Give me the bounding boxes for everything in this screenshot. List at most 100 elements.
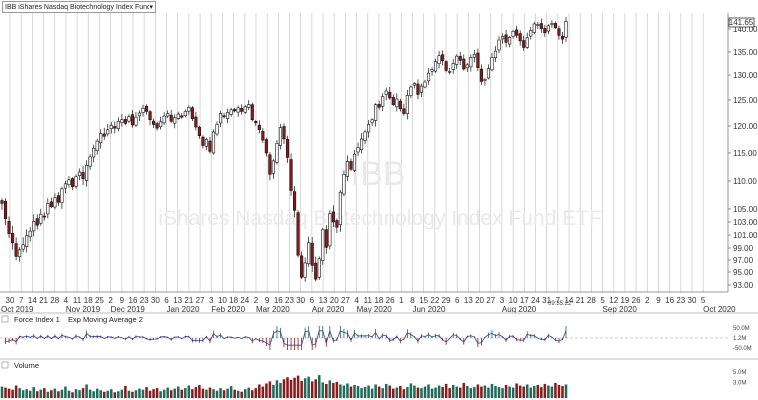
candle-body [434,61,438,72]
date-tick: 7 [556,296,561,305]
date-tick: 2 [108,296,113,305]
candle-body [264,139,268,154]
price-axis: 140.00 135.00 130.00 125.00 120.00 115.00 110.… [728,25,758,290]
date-tick: 21 [576,296,585,305]
candle-body [49,201,53,208]
candle-body [42,215,46,218]
volume-bar [53,388,57,398]
candle-body [257,124,261,131]
month-tick: Oct 2019 [1,305,34,314]
volume-bar [466,386,469,398]
volume-bar [184,388,187,398]
candle-body [243,106,247,113]
candle-body [543,28,547,33]
candle-body [130,114,134,126]
volume-bar [251,390,254,398]
volume-bar [21,390,25,398]
date-tick: 30 [688,296,697,305]
price-tick: 125.00 [733,96,758,105]
candle-body [35,218,39,226]
volume-bar [487,387,490,398]
volume-bar [561,386,564,398]
date-tick: 21 [39,296,48,305]
candle-body [77,171,82,177]
candle-body [109,125,113,129]
volume-bar [402,389,406,398]
date-tick: 6 [164,296,169,305]
volume-bar [356,386,360,398]
candle-body [419,85,424,93]
candle-body [187,106,191,112]
date-tick: 30 [6,296,15,305]
date-tick: 13 [319,296,328,305]
candle-body [402,108,406,114]
date-tick: 5 [701,296,706,305]
force-index-label: Force Index 1 [14,315,60,324]
date-tick: 3 [209,296,214,305]
date-tick: 23 [285,296,294,305]
volume-bar [392,388,395,398]
volume-bar [444,383,448,398]
candle-body [338,191,342,225]
candle-body [550,23,554,25]
force-tick: 50.0M [733,326,750,332]
volume-bar [43,388,46,398]
date-tick: 27 [486,296,495,305]
candle-body [458,56,462,61]
volume-bar [508,386,511,398]
candle-body [56,195,60,203]
candle-body [430,69,434,72]
candle-body [271,160,275,174]
candle-body [127,116,131,122]
volume-bar [346,383,349,398]
volume-bar [448,388,451,398]
volume-bar [141,389,145,398]
candle-body [493,50,498,59]
candle-body [120,119,124,124]
volume-bar [473,387,476,398]
candle-body [300,255,304,278]
volume-bar [240,391,243,398]
candle-body [173,117,177,124]
date-tick: 21 [184,296,193,305]
volume-panel-header: Volume [1,361,39,370]
candle-body [155,123,159,129]
last-price-box [728,17,755,28]
volume-bar [152,389,155,398]
candle-body [240,108,244,112]
volume-bar [310,381,314,398]
symbol-selector[interactable]: IBB iShares Nasdaq Biotechnology Index F… [2,1,156,13]
date-tick: 9 [265,296,270,305]
candle-body [85,165,89,181]
date-tick: 28 [587,296,596,305]
candle-body [25,235,29,248]
candle-body [409,86,413,96]
candle-body [381,96,385,107]
candle-body [226,112,230,119]
volume-bar [11,389,14,398]
candle-body [349,161,353,170]
candle-body [546,25,550,32]
candle-body [201,136,205,146]
volume-bar [99,390,102,398]
candle-body [444,61,448,71]
volume-bars [0,375,568,398]
price-tick: 99.00 [733,244,754,253]
month-tick: Jan 2020 [167,305,200,314]
date-tick: 27 [341,296,350,305]
volume-bar [381,388,384,398]
candle-body [469,57,473,68]
candle-body [557,28,561,36]
candle-body [539,23,543,29]
volume-bar [518,385,522,398]
volume-bar [522,386,525,398]
candle-body [11,233,15,244]
volume-bar [272,385,275,398]
volume-close-icon[interactable] [1,361,9,369]
candle-body [335,220,339,228]
date-axis: 30 7 14 21 28 4 11 18 25 2 9 16 23 30 6 13 21 27 3 10 18 24 2 9… [6,296,706,305]
force-close-icon[interactable] [1,315,9,323]
candle-body [46,203,50,215]
volume-bar [321,382,325,398]
candle-body [564,21,568,38]
